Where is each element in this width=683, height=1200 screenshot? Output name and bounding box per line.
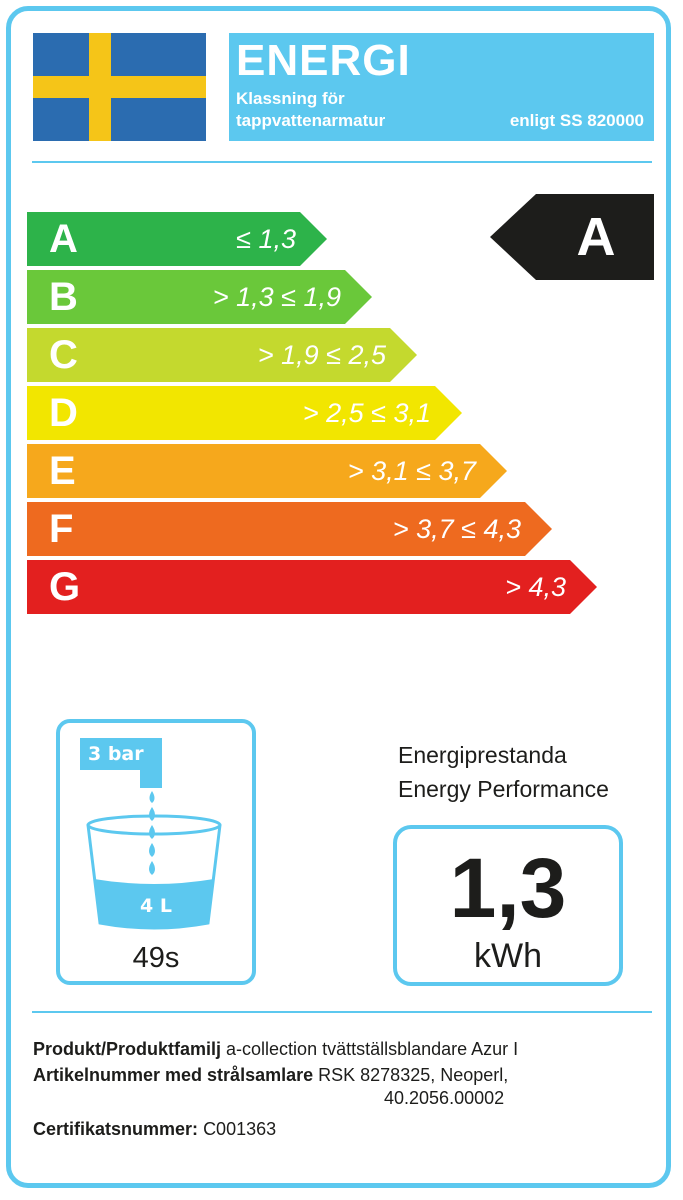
product-family-value: a-collection tvättställsblandare Azur I (226, 1039, 519, 1059)
performance-value: 1,3 (449, 841, 567, 935)
scale-bar-g: G > 4,3 (27, 560, 597, 614)
scale-range: > 1,9 ≤ 2,5 (257, 340, 386, 370)
scale-range: > 3,1 ≤ 3,7 (347, 456, 476, 486)
scale-letter: G (49, 565, 81, 609)
product-family-label: Produkt/Produktfamilj (33, 1039, 222, 1059)
product-family-row: Produkt/Produktfamilj a-collection tvätt… (33, 1038, 518, 1060)
scale-bar-b: B > 1,3 ≤ 1,9 (27, 270, 372, 324)
pressure-label: 3 bar (88, 743, 144, 765)
divider-top (32, 161, 652, 163)
performance-label-sv: Energiprestanda (398, 742, 567, 768)
label-title: ENERGI (236, 36, 411, 85)
scale-letter: A (49, 217, 78, 261)
scale-bar-c: C > 1,9 ≤ 2,5 (27, 328, 417, 382)
article-number-value-2: 40.2056.00002 (384, 1088, 505, 1108)
scale-letter: C (49, 333, 78, 377)
article-number-row: Artikelnummer med strålsamlare RSK 82783… (33, 1064, 508, 1086)
scale-letter: E (49, 449, 76, 493)
scale-range: > 1,3 ≤ 1,9 (212, 282, 341, 312)
performance-value-box: 1,3 kWh (393, 825, 623, 986)
divider-bottom (32, 1011, 652, 1013)
scale-letter: F (49, 507, 74, 551)
scale-bar-a: A ≤ 1,3 (27, 212, 327, 266)
article-number-value: RSK 8278325, Neoperl, (318, 1065, 509, 1085)
scale-letter: B (49, 275, 78, 319)
subtitle-line-2: tappvattenarmatur (236, 111, 386, 130)
scale-letter: D (49, 391, 78, 435)
time-label: 49s (132, 942, 180, 974)
label-subtitle: Klassning för tappvattenarmatur (236, 88, 385, 132)
swedish-flag-icon (33, 33, 206, 141)
faucet-bucket-icon (80, 738, 222, 930)
scale-bar-d: D > 2,5 ≤ 3,1 (27, 386, 462, 440)
scale-range: > 4,3 (505, 572, 566, 602)
performance-label-en: Energy Performance (398, 776, 609, 802)
certificate-row: Certifikatsnummer: C001363 (33, 1118, 276, 1140)
scale-bar-f: F > 3,7 ≤ 4,3 (27, 502, 552, 556)
standard-reference: enligt SS 820000 (509, 111, 644, 130)
rating-class: A (576, 207, 616, 267)
scale-range: > 2,5 ≤ 3,1 (302, 398, 431, 428)
scale-range: > 3,7 ≤ 4,3 (392, 514, 521, 544)
subtitle-line-1: Klassning för (236, 89, 345, 108)
water-test-panel (56, 719, 256, 985)
scale-bar-e: E > 3,1 ≤ 3,7 (27, 444, 507, 498)
article-number-label: Artikelnummer med strålsamlare (33, 1065, 314, 1085)
performance-unit: kWh (474, 937, 542, 975)
certificate-label: Certifikatsnummer: (33, 1119, 199, 1139)
volume-label: 4 L (140, 895, 172, 917)
certificate-value: C001363 (203, 1119, 277, 1139)
header-panel: ENERGI Klassning för tappvattenarmatur e… (229, 33, 654, 141)
scale-range: ≤ 1,3 (236, 224, 296, 254)
